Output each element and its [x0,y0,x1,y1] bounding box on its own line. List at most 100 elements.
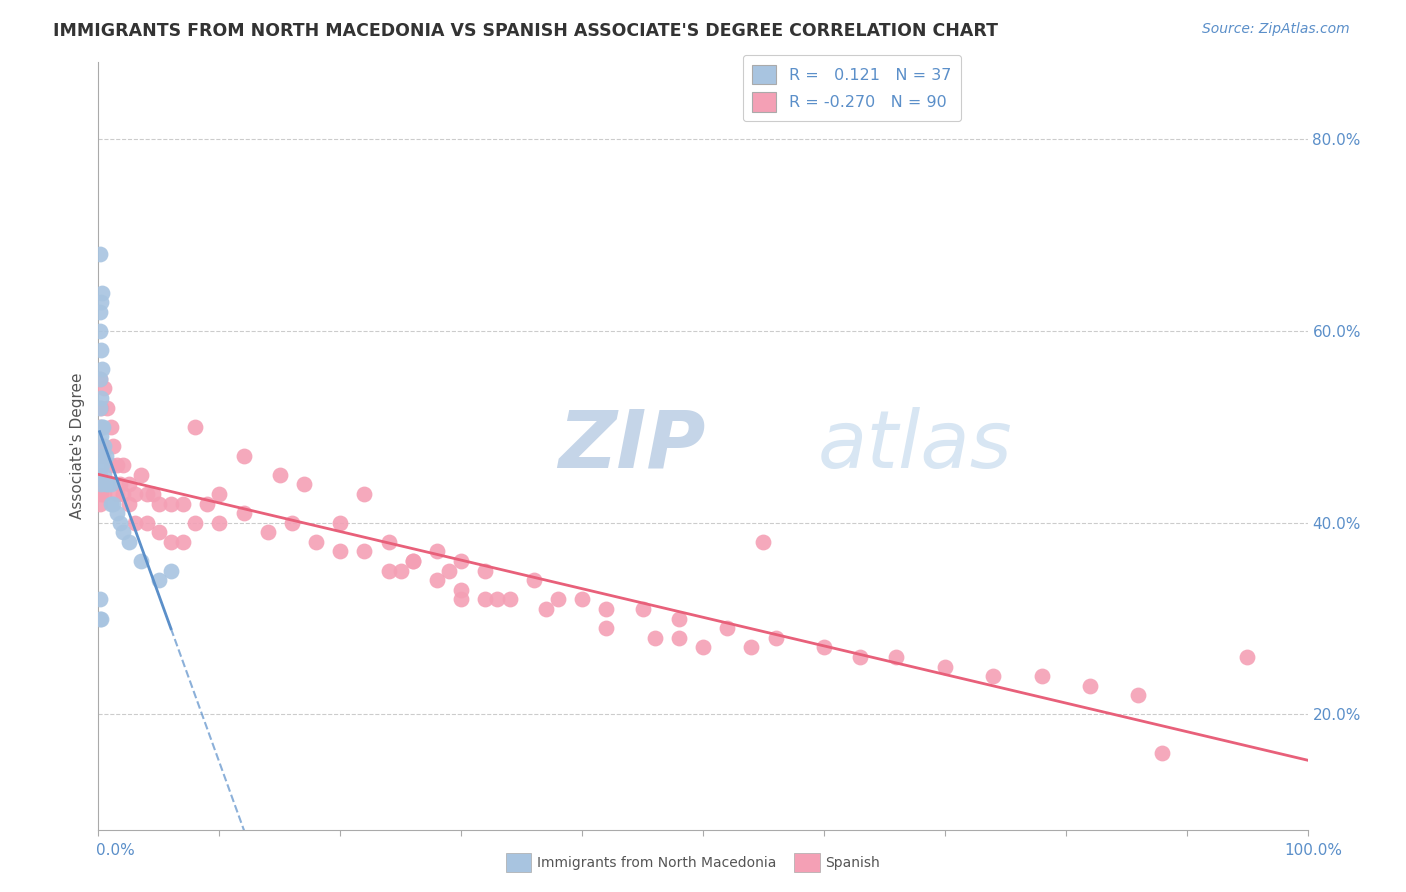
Point [111,525,134,540]
Point [595,602,617,616]
Point [160,564,183,578]
Point [450,554,472,568]
Point [96,401,118,415]
Point [97,477,120,491]
Point [90,429,112,443]
Point [90,295,112,310]
Point [91,285,114,300]
Point [437,564,460,578]
Point [934,659,956,673]
Point [184,516,207,530]
Point [426,573,449,587]
Point [118,496,141,510]
Point [595,621,617,635]
Point [402,554,425,568]
Point [160,534,183,549]
Point [692,640,714,655]
Point [89,372,111,386]
Point [93,439,115,453]
Point [89,592,111,607]
Point [486,592,509,607]
Point [93,467,115,482]
Point [1078,679,1101,693]
Text: Source: ZipAtlas.com: Source: ZipAtlas.com [1202,22,1350,37]
Point [402,554,425,568]
Point [353,487,375,501]
Point [329,516,352,530]
Point [118,477,141,491]
Point [547,592,569,607]
Point [377,534,399,549]
Point [90,401,112,415]
Point [91,420,114,434]
Point [668,631,690,645]
Point [148,496,170,510]
Text: 0.0%: 0.0% [96,843,135,858]
Point [90,391,112,405]
Point [108,516,131,530]
Point [142,487,165,501]
Point [105,487,128,501]
Point [184,420,207,434]
Text: IMMIGRANTS FROM NORTH MACEDONIA VS SPANISH ASSOCIATE'S DEGREE CORRELATION CHART: IMMIGRANTS FROM NORTH MACEDONIA VS SPANI… [53,22,998,40]
Point [644,631,666,645]
Point [148,573,170,587]
Point [1031,669,1053,683]
Point [124,516,146,530]
Point [89,496,111,510]
Point [523,573,546,587]
Point [90,612,112,626]
Point [498,592,520,607]
Point [281,516,304,530]
Point [631,602,654,616]
Point [813,640,835,655]
Point [292,477,315,491]
Point [91,362,114,376]
Point [118,534,141,549]
Text: ZIP: ZIP [558,407,706,485]
Point [208,516,231,530]
Point [716,621,738,635]
Point [740,640,762,655]
Point [89,372,111,386]
Text: Immigrants from North Macedonia: Immigrants from North Macedonia [537,855,776,870]
Point [269,467,291,482]
Point [90,487,112,501]
Point [90,343,112,358]
Point [91,439,114,453]
Point [426,544,449,558]
Point [195,496,218,510]
Point [129,554,152,568]
Point [89,420,111,434]
Point [232,506,254,520]
Point [172,534,194,549]
Point [329,544,352,558]
Text: Spanish: Spanish [825,855,880,870]
Point [100,458,122,473]
Point [305,534,328,549]
Point [89,612,111,626]
Point [100,420,122,434]
Point [208,487,231,501]
Point [353,544,375,558]
Point [124,487,146,501]
Point [148,525,170,540]
Point [100,496,122,510]
Point [89,420,111,434]
Point [93,487,115,501]
Point [105,506,128,520]
Point [94,449,117,463]
Point [111,458,134,473]
Point [91,477,114,491]
Point [90,477,112,491]
Point [474,592,496,607]
Point [101,439,124,453]
Point [135,487,157,501]
Point [1152,746,1174,760]
Point [135,516,157,530]
Point [377,564,399,578]
Point [89,401,111,415]
Point [389,564,412,578]
Point [668,612,690,626]
Point [91,449,114,463]
